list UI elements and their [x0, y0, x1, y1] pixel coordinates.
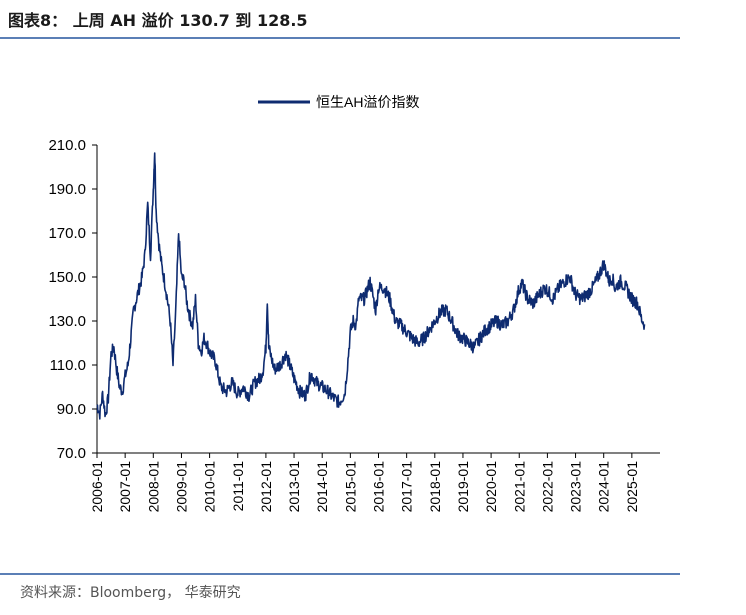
y-tick-label: 150.0 — [48, 269, 86, 286]
x-tick-label: 2011-01 — [230, 461, 246, 512]
x-tick-label: 2022-01 — [539, 461, 555, 513]
x-tick-label: 2007-01 — [117, 461, 133, 513]
x-ticks: 2006-01 2007-01 2008-01 2009-01 2010-01 2011-… — [89, 453, 640, 512]
y-tick-label: 70.0 — [57, 445, 86, 462]
y-tick-label: 170.0 — [48, 225, 86, 242]
x-tick-label: 2025-01 — [624, 461, 640, 513]
x-tick-label: 2021-01 — [511, 461, 527, 513]
legend: 恒生AH溢价指数 — [258, 94, 419, 110]
x-tick-label: 2024-01 — [596, 461, 612, 513]
series-layer — [96, 152, 646, 420]
y-tick-label: 190.0 — [48, 181, 86, 198]
top-rule — [0, 37, 680, 39]
source-note: 资料来源：Bloomberg， 华泰研究 — [20, 585, 241, 601]
x-tick-label: 2017-01 — [399, 461, 415, 513]
bottom-rule — [0, 573, 680, 575]
x-tick-label: 2015-01 — [342, 461, 358, 513]
series-line — [96, 152, 646, 420]
figure-title: 图表8： 上周 AH 溢价 130.7 到 128.5 — [8, 11, 308, 30]
x-tick-label: 2013-01 — [286, 461, 302, 513]
x-tick-label: 2020-01 — [483, 461, 499, 513]
x-tick-label: 2014-01 — [314, 461, 330, 513]
y-tick-label: 210.0 — [48, 137, 86, 154]
y-ticks: 70.0 90.0 110.0 130.0 150.0 170.0 190.0 210.0 — [48, 137, 97, 462]
x-tick-label: 2016-01 — [371, 461, 387, 513]
y-tick-label: 110.0 — [50, 357, 86, 374]
x-tick-label: 2018-01 — [427, 461, 443, 513]
x-tick-label: 2009-01 — [173, 461, 189, 513]
x-tick-label: 2012-01 — [258, 461, 274, 513]
x-tick-label: 2008-01 — [145, 461, 161, 513]
x-tick-label: 2023-01 — [568, 461, 584, 513]
y-tick-label: 90.0 — [57, 401, 86, 418]
legend-label: 恒生AH溢价指数 — [316, 94, 419, 110]
y-tick-label: 130.0 — [48, 313, 86, 330]
x-tick-label: 2010-01 — [202, 461, 218, 513]
x-tick-label: 2019-01 — [455, 461, 471, 513]
x-tick-label: 2006-01 — [89, 461, 105, 513]
